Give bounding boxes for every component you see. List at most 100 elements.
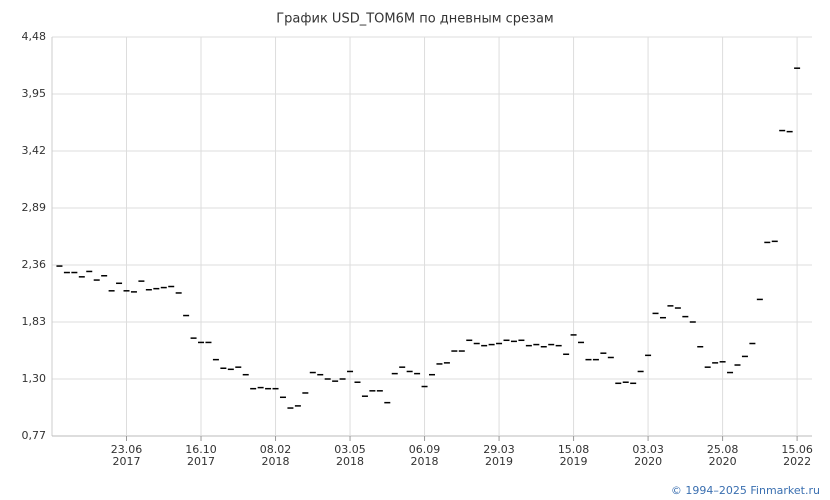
price-mark: [659, 316, 666, 319]
price-mark: [123, 290, 130, 292]
price-mark: [779, 129, 786, 132]
price-mark: [302, 392, 309, 394]
x-tick-year: 2020: [709, 455, 737, 468]
y-tick-label: 0,77: [22, 429, 47, 442]
price-mark: [242, 373, 249, 376]
y-tick-label: 1,83: [22, 315, 47, 328]
price-mark: [481, 344, 488, 347]
price-mark: [622, 381, 629, 383]
price-mark: [71, 271, 78, 274]
x-tick-year: 2017: [187, 455, 215, 468]
price-mark: [578, 341, 585, 344]
price-mark: [510, 340, 517, 343]
footer: © 1994–2025 Finmarket.ru: [671, 484, 820, 497]
price-mark: [443, 362, 450, 364]
price-mark: [734, 364, 741, 366]
price-mark: [369, 390, 376, 392]
x-tick-year: 2018: [411, 455, 439, 468]
price-mark: [376, 390, 383, 392]
chart-title: График USD_TOM6M по дневным срезам: [276, 12, 554, 27]
price-mark: [436, 363, 443, 365]
price-mark: [421, 385, 428, 388]
price-mark: [220, 367, 227, 369]
x-tick-year: 2022: [783, 455, 811, 468]
price-mark: [160, 286, 167, 289]
price-mark: [540, 345, 547, 348]
price-mark: [496, 342, 503, 345]
price-mark: [235, 366, 242, 368]
price-mark: [555, 344, 562, 347]
x-tick-label: 25.08: [707, 443, 739, 456]
price-mark: [205, 341, 212, 344]
price-mark: [309, 371, 316, 374]
price-mark: [168, 285, 175, 288]
price-mark: [615, 382, 622, 385]
price-mark: [108, 290, 115, 292]
x-tick-year: 2017: [113, 455, 141, 468]
price-mark: [488, 343, 495, 346]
price-mark: [458, 350, 465, 352]
y-tick-label: 3,95: [22, 87, 47, 100]
x-tick-label: 06.09: [409, 443, 441, 456]
price-mark: [347, 370, 354, 373]
x-tick-label: 15.08: [558, 443, 590, 456]
price-mark: [466, 339, 473, 342]
price-mark: [756, 298, 763, 301]
price-mark: [704, 366, 711, 368]
price-mark: [153, 287, 160, 290]
price-mark: [354, 381, 361, 383]
price-mark: [56, 265, 63, 267]
price-mark: [764, 241, 771, 244]
price-mark: [183, 314, 190, 317]
x-tick-label: 23.06: [111, 443, 143, 456]
price-mark: [570, 334, 577, 336]
price-mark: [265, 387, 272, 390]
price-mark: [771, 240, 778, 243]
price-mark: [130, 291, 137, 293]
price-mark: [548, 343, 555, 346]
price-mark: [674, 307, 681, 309]
price-mark: [86, 270, 93, 273]
x-tick-label: 03.03: [632, 443, 664, 456]
price-mark: [116, 282, 123, 285]
price-mark: [667, 305, 674, 307]
x-tick-label: 03.05: [334, 443, 366, 456]
x-tick-label: 29.03: [483, 443, 515, 456]
price-mark: [794, 67, 801, 69]
price-mark: [503, 339, 510, 342]
price-mark: [287, 407, 294, 409]
price-mark: [406, 370, 413, 373]
x-tick-year: 2019: [560, 455, 588, 468]
price-mark: [414, 372, 421, 375]
price-mark: [563, 353, 570, 356]
price-mark: [719, 361, 726, 363]
price-mark: [78, 276, 85, 278]
price-mark: [518, 339, 525, 342]
price-mark: [250, 387, 257, 390]
price-mark: [93, 279, 100, 281]
price-mark: [257, 386, 264, 389]
price-mark: [592, 358, 599, 361]
price-mark: [786, 130, 793, 133]
price-mark: [689, 321, 696, 323]
price-mark: [399, 366, 406, 368]
price-mark: [533, 343, 540, 346]
price-mark: [727, 371, 734, 374]
y-tick-label: 4,48: [22, 30, 47, 43]
price-mark: [645, 354, 652, 357]
price-mark: [630, 382, 637, 385]
price-mark: [138, 280, 145, 282]
price-mark: [294, 405, 301, 407]
price-mark: [145, 288, 152, 291]
y-tick-label: 2,89: [22, 201, 47, 214]
price-mark: [741, 355, 748, 358]
price-mark: [101, 275, 108, 277]
price-mark: [317, 373, 324, 376]
x-tick-label: 16.10: [185, 443, 217, 456]
price-mark: [473, 342, 480, 345]
price-mark: [585, 358, 592, 361]
price-mark: [451, 350, 458, 352]
price-mark: [198, 341, 205, 344]
x-tick-year: 2018: [262, 455, 290, 468]
